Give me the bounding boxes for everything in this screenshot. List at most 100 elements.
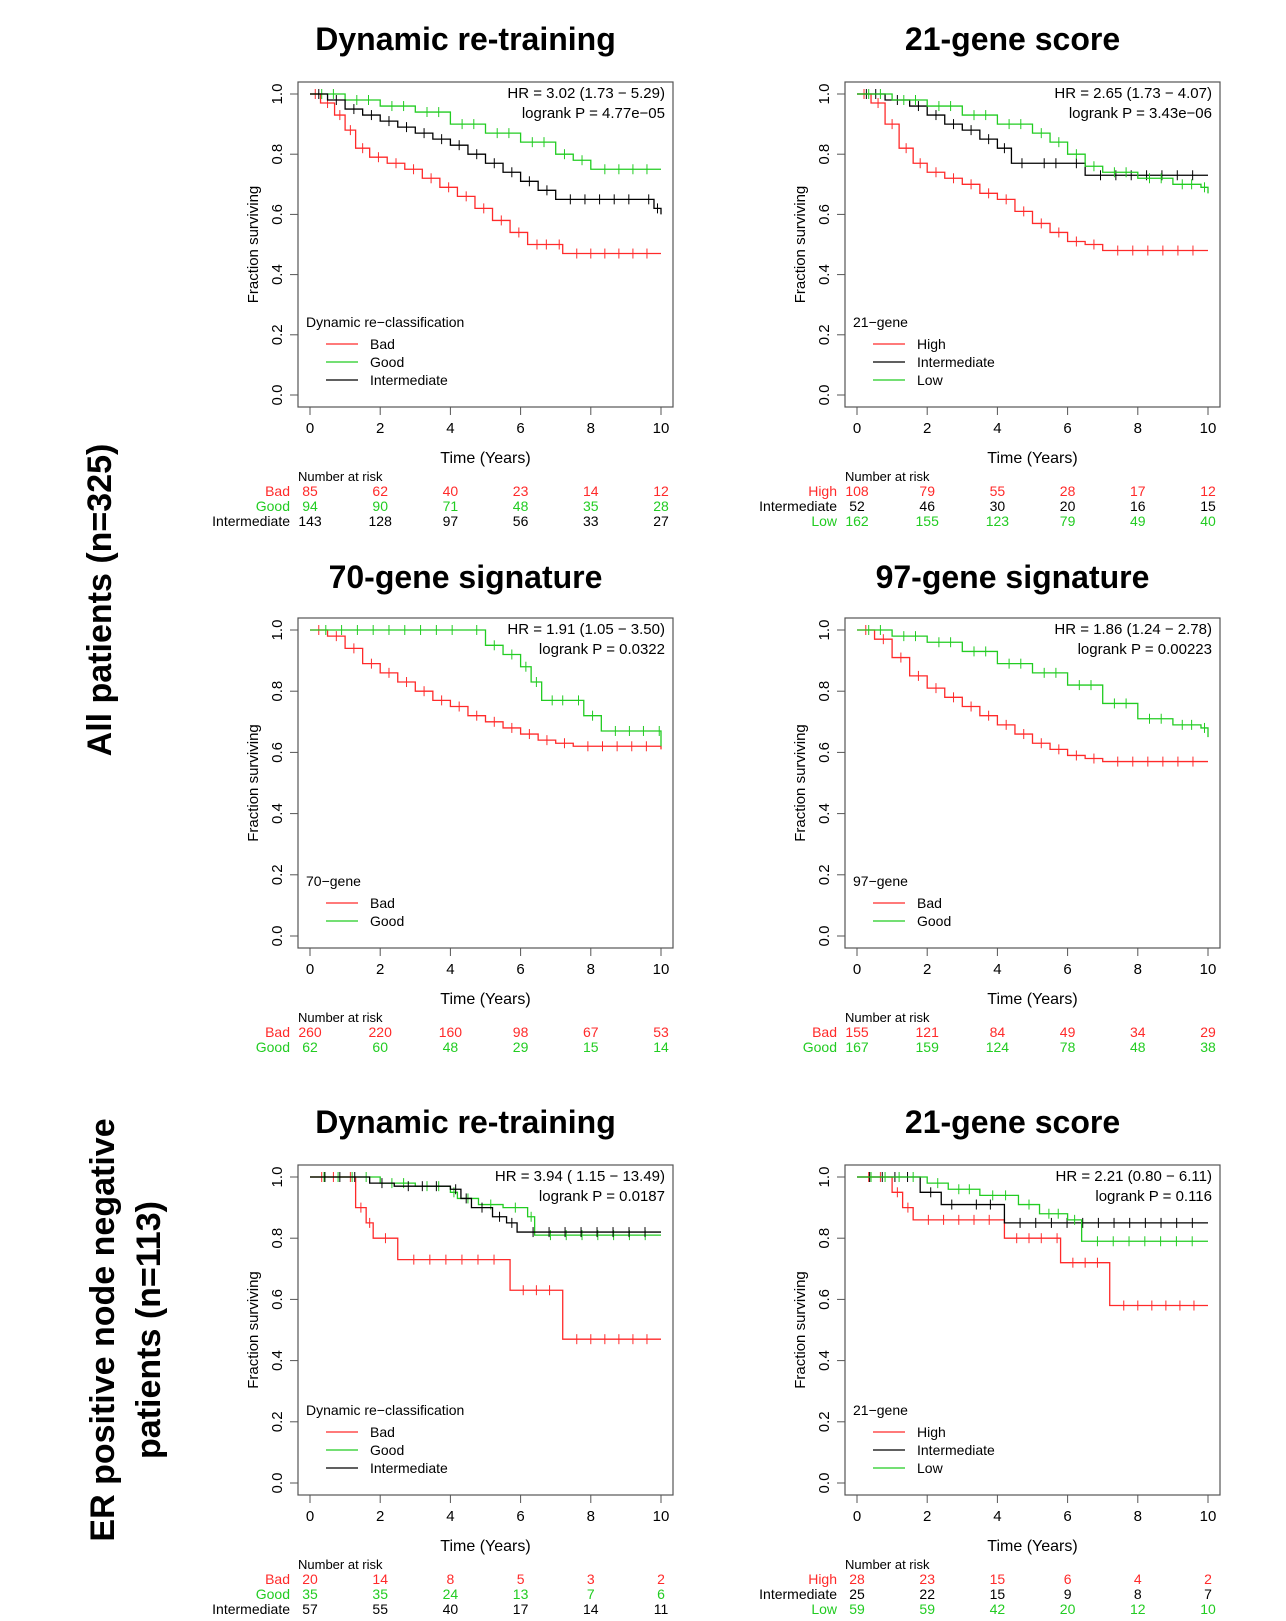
risk-value: 55: [372, 1601, 388, 1617]
x-tick-label: 2: [376, 961, 384, 978]
y-tick-label: 0.0: [816, 1473, 833, 1494]
risk-value: 260: [298, 1024, 322, 1040]
risk-value: 30: [990, 498, 1006, 514]
x-tick-label: 2: [923, 420, 931, 437]
y-tick-label: 0.0: [269, 385, 286, 406]
y-axis-label: Fraction surviving: [245, 724, 262, 842]
y-tick-label: 0.8: [816, 1228, 833, 1249]
chart-title: Dynamic re-training: [315, 1104, 616, 1140]
x-tick-label: 8: [1134, 961, 1142, 978]
risk-value: 59: [849, 1601, 865, 1617]
risk-value: 2: [1204, 1571, 1212, 1587]
legend-label: Good: [917, 913, 951, 929]
y-tick-label: 0.6: [816, 204, 833, 225]
risk-value: 12: [1200, 483, 1216, 499]
y-tick-label: 0.2: [269, 864, 286, 885]
legend-label: High: [917, 1424, 946, 1440]
x-tick-label: 6: [516, 1508, 524, 1525]
risk-value: 48: [1130, 1039, 1146, 1055]
stats-annotation: HR = 2.21 (0.80 − 6.11): [1056, 1168, 1212, 1185]
risk-value: 97: [443, 513, 459, 529]
legend-label: Good: [370, 913, 404, 929]
x-tick-label: 0: [853, 1508, 861, 1525]
risk-value: 155: [916, 513, 940, 529]
y-tick-label: 0.0: [816, 385, 833, 406]
km-panel-2: 21-gene score 0.0 0.2 0.4 0.6 0.8 1.0 Fraction …: [759, 21, 1221, 529]
risk-value: 79: [1060, 513, 1076, 529]
x-tick-label: 10: [653, 961, 670, 978]
y-tick-label: 0.0: [269, 1473, 286, 1494]
legend-label: Bad: [370, 1424, 395, 1440]
y-axis-label: Fraction surviving: [792, 186, 809, 304]
x-tick-label: 4: [993, 961, 1001, 978]
risk-value: 12: [653, 483, 669, 499]
risk-value: 14: [583, 483, 599, 499]
risk-value: 71: [443, 498, 459, 514]
risk-table-title: Number at risk: [298, 469, 383, 484]
risk-value: 46: [919, 498, 935, 514]
y-tick-label: 0.8: [269, 681, 286, 702]
risk-value: 121: [916, 1024, 940, 1040]
legend-title: 97−gene: [853, 873, 908, 889]
risk-value: 78: [1060, 1039, 1076, 1055]
risk-table-title: Number at risk: [845, 1557, 930, 1572]
x-tick-label: 6: [1063, 1508, 1071, 1525]
legend-label: Good: [370, 1442, 404, 1458]
risk-value: 42: [990, 1601, 1006, 1617]
risk-value: 22: [919, 1586, 935, 1602]
risk-value: 15: [1200, 498, 1216, 514]
risk-value: 159: [916, 1039, 940, 1055]
x-tick-label: 6: [1063, 420, 1071, 437]
risk-value: 52: [849, 498, 865, 514]
risk-value: 13: [513, 1586, 529, 1602]
x-tick-label: 2: [376, 420, 384, 437]
risk-value: 6: [657, 1586, 665, 1602]
plot-frame: [844, 1164, 1221, 1496]
risk-row-label: Bad: [265, 1024, 290, 1040]
x-axis-label: Time (Years): [440, 1538, 530, 1555]
x-tick-label: 4: [993, 1508, 1001, 1525]
km-curve-good: [310, 93, 661, 170]
km-panel-3: 70-gene signature 0.0 0.2 0.4 0.6 0.8 1.0 Fract…: [245, 559, 674, 1055]
risk-value: 49: [1130, 513, 1146, 529]
y-tick-label: 0.8: [269, 144, 286, 165]
y-tick-label: 1.0: [269, 1167, 286, 1188]
y-tick-label: 0.6: [269, 204, 286, 225]
plot-frame: [297, 1164, 674, 1496]
x-axis-label: Time (Years): [987, 991, 1077, 1008]
x-tick-label: 2: [376, 1508, 384, 1525]
stats-annotation: logrank P = 3.43e−06: [1069, 105, 1212, 122]
row-group-label-line2: patients (n=113): [130, 1201, 168, 1459]
x-tick-label: 10: [1200, 420, 1217, 437]
risk-value: 48: [513, 498, 529, 514]
risk-value: 59: [919, 1601, 935, 1617]
y-tick-label: 0.6: [269, 1289, 286, 1310]
risk-value: 7: [1204, 1586, 1212, 1602]
risk-value: 29: [1200, 1024, 1216, 1040]
risk-value: 40: [1200, 513, 1216, 529]
risk-row-label: Intermediate: [759, 1586, 837, 1602]
x-tick-label: 4: [993, 420, 1001, 437]
risk-value: 128: [369, 513, 393, 529]
y-tick-label: 0.2: [816, 1411, 833, 1432]
risk-table-title: Number at risk: [298, 1010, 383, 1025]
risk-value: 24: [443, 1586, 459, 1602]
legend-title: 21−gene: [853, 1402, 908, 1418]
risk-value: 8: [447, 1571, 455, 1587]
stats-annotation: logrank P = 0.00223: [1078, 641, 1212, 658]
risk-value: 23: [513, 483, 529, 499]
risk-value: 17: [513, 1601, 529, 1617]
stats-annotation: HR = 3.94 ( 1.15 − 13.49): [495, 1168, 665, 1185]
x-axis-label: Time (Years): [987, 1538, 1077, 1555]
risk-value: 17: [1130, 483, 1146, 499]
x-tick-label: 4: [446, 420, 454, 437]
risk-value: 35: [372, 1586, 388, 1602]
risk-row-label: Good: [256, 498, 290, 514]
stats-annotation: HR = 1.91 (1.05 − 3.50): [507, 621, 665, 638]
y-tick-label: 1.0: [269, 84, 286, 105]
legend-label: Intermediate: [917, 1442, 995, 1458]
risk-value: 28: [1060, 483, 1076, 499]
x-tick-label: 6: [1063, 961, 1071, 978]
x-tick-label: 2: [923, 961, 931, 978]
risk-value: 62: [372, 483, 388, 499]
